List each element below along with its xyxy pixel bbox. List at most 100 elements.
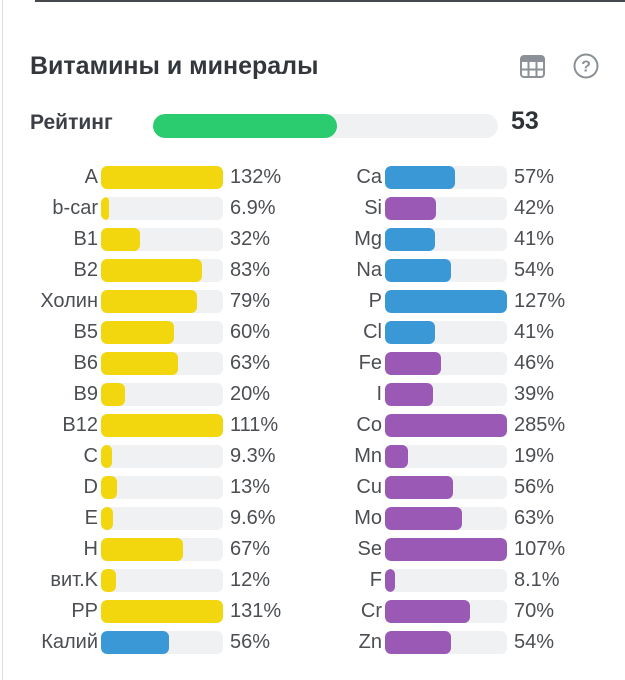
bar-fill <box>385 166 455 189</box>
bar-fill <box>385 600 471 623</box>
bar-track <box>385 383 507 406</box>
bar-fill <box>385 259 451 282</box>
nutrient-label: Ca <box>356 166 382 188</box>
bar-track <box>385 507 507 530</box>
bar-fill <box>385 414 507 437</box>
bar-track <box>385 228 507 251</box>
nutrient-row: B12 111% <box>28 410 312 441</box>
nutrient-row: Na 54% <box>312 255 612 286</box>
nutrient-label: P <box>368 290 382 312</box>
nutrient-value: 9.6% <box>230 507 276 529</box>
bar-fill <box>101 290 198 313</box>
nutrient-row: B6 63% <box>28 348 312 379</box>
nutrient-label: Калий <box>41 631 98 653</box>
nutrient-value: 41% <box>514 321 555 343</box>
bar-fill <box>101 538 183 561</box>
bar-track <box>385 445 507 468</box>
bar-fill <box>101 600 223 623</box>
bar-track <box>385 538 507 561</box>
nutrient-value: 39% <box>514 383 555 405</box>
bar-track <box>385 321 507 344</box>
nutrient-label: Mo <box>354 507 382 529</box>
nutrient-row: Калий 56% <box>28 627 312 658</box>
nutrient-value: 12% <box>230 569 271 591</box>
svg-text:?: ? <box>581 59 591 76</box>
bar-fill <box>385 507 462 530</box>
bar-track <box>101 166 223 189</box>
nutrient-label: B2 <box>73 259 98 281</box>
nutrient-value: 131% <box>230 600 282 622</box>
nutrient-value: 6.9% <box>230 197 276 219</box>
bar-track <box>385 476 507 499</box>
nutrient-row: A 132% <box>28 162 312 193</box>
bar-track <box>385 259 507 282</box>
nutrient-value: 79% <box>230 290 271 312</box>
nutrient-value: 70% <box>514 600 555 622</box>
nutrient-row: B9 20% <box>28 379 312 410</box>
bar-fill <box>101 166 223 189</box>
nutrient-value: 60% <box>230 321 271 343</box>
bar-fill <box>101 352 178 375</box>
nutrient-row: B2 83% <box>28 255 312 286</box>
nutrient-row: Холин 79% <box>28 286 312 317</box>
nutrient-row: Co 285% <box>312 410 612 441</box>
bar-fill <box>385 538 507 561</box>
bar-track <box>101 228 223 251</box>
table-icon <box>520 55 545 78</box>
bar-track <box>101 290 223 313</box>
nutrient-label: PP <box>71 600 98 622</box>
bar-fill <box>385 631 451 654</box>
bar-fill <box>101 259 203 282</box>
nutrient-row: Zn 54% <box>312 627 612 658</box>
bar-track <box>385 414 507 437</box>
nutrient-row: Mn 19% <box>312 441 612 472</box>
bar-track <box>101 259 223 282</box>
nutrient-value: 32% <box>230 228 271 250</box>
bar-fill <box>101 507 113 530</box>
nutrient-label: F <box>369 569 382 591</box>
bar-track <box>101 476 223 499</box>
rating-progress-fill <box>153 114 337 138</box>
nutrient-value: 285% <box>514 414 566 436</box>
help-button[interactable]: ? <box>571 51 601 81</box>
bar-track <box>101 538 223 561</box>
bar-track <box>385 352 507 375</box>
nutrient-label: B12 <box>62 414 98 436</box>
bar-track <box>101 383 223 406</box>
bar-fill <box>385 197 437 220</box>
bar-track <box>101 507 223 530</box>
bar-track <box>385 631 507 654</box>
nutrient-row: D 13% <box>28 472 312 503</box>
nutrient-row: E 9.6% <box>28 503 312 534</box>
nutrient-row: Cl 41% <box>312 317 612 348</box>
page-title: Витамины и минералы <box>30 51 319 80</box>
nutrient-row: Mg 41% <box>312 224 612 255</box>
bar-fill <box>385 445 409 468</box>
bar-fill <box>101 228 141 251</box>
nutrient-row: H 67% <box>28 534 312 565</box>
bar-fill <box>385 228 436 251</box>
nutrient-row: Si 42% <box>312 193 612 224</box>
nutrient-label: E <box>84 507 98 529</box>
nutrient-row: Fe 46% <box>312 348 612 379</box>
nutrient-label: Cl <box>363 321 382 343</box>
nutrient-row: PP 131% <box>28 596 312 627</box>
nutrient-row: B5 60% <box>28 317 312 348</box>
bar-fill <box>385 569 395 592</box>
nutrient-label: Na <box>356 259 382 281</box>
nutrient-value: 42% <box>514 197 555 219</box>
top-border-line <box>35 0 625 2</box>
bar-fill <box>101 569 116 592</box>
nutrient-value: 127% <box>514 290 566 312</box>
bar-track <box>385 290 507 313</box>
bar-fill <box>385 383 433 406</box>
header-icons: ? <box>517 51 601 81</box>
nutrient-value: 13% <box>230 476 271 498</box>
table-view-button[interactable] <box>517 51 547 81</box>
minerals-column: Ca 57% Si 42% Mg 41% Na 54% <box>312 162 612 658</box>
left-border-line <box>2 0 3 680</box>
nutrient-label: B5 <box>73 321 98 343</box>
nutrient-value: 56% <box>230 631 271 653</box>
bar-track <box>101 197 223 220</box>
